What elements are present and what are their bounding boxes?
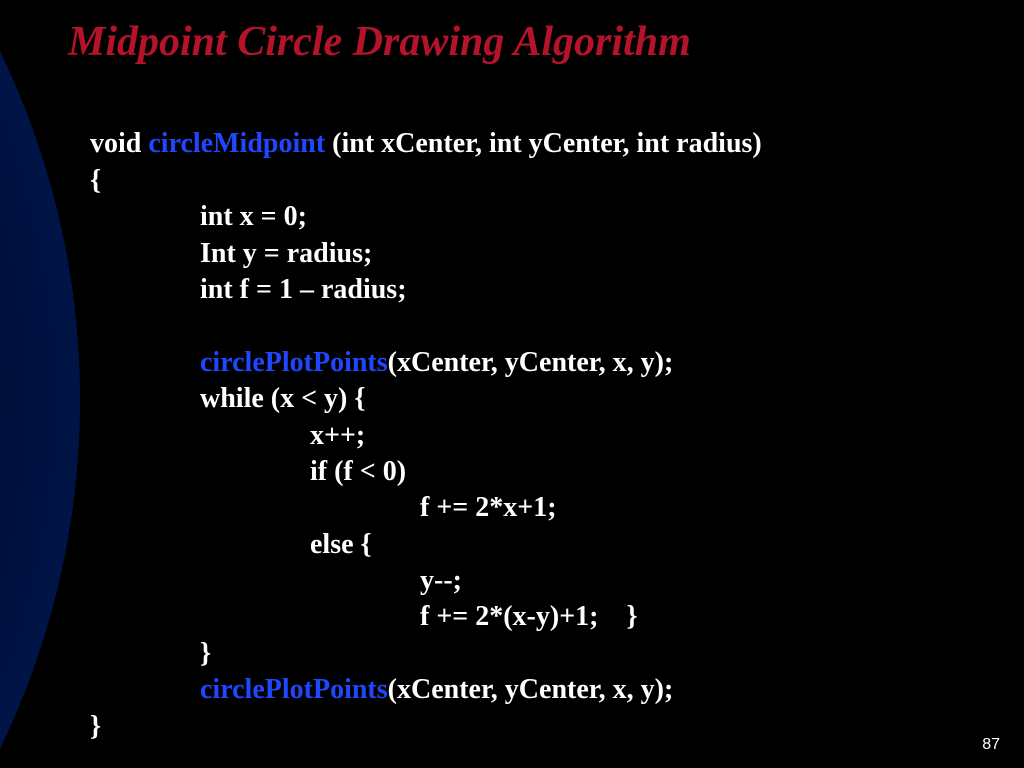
code-line: while (x < y) { — [200, 381, 365, 417]
code-line: y--; — [420, 563, 462, 599]
code-line: { — [90, 165, 101, 196]
code-line: int x = 0; — [200, 199, 307, 235]
code-line: } — [200, 636, 211, 672]
code-line: circlePlotPoints(xCenter, yCenter, x, y)… — [200, 672, 673, 708]
decorative-arc — [0, 0, 80, 768]
code-line: x++; — [310, 418, 365, 454]
call-args: (xCenter, yCenter, x, y); — [388, 347, 674, 378]
code-line: int f = 1 – radius; — [200, 272, 407, 308]
function-name: circleMidpoint — [148, 128, 332, 159]
code-line: void circleMidpoint (int xCenter, int yC… — [90, 128, 762, 159]
code-line: circlePlotPoints(xCenter, yCenter, x, y)… — [200, 345, 673, 381]
code-line: else { — [310, 527, 372, 563]
call-args: (xCenter, yCenter, x, y); — [388, 674, 674, 705]
code-line: if (f < 0) — [310, 454, 406, 490]
code-line: f += 2*x+1; — [420, 490, 557, 526]
slide-title: Midpoint Circle Drawing Algorithm — [68, 18, 691, 66]
code-line: Int y = radius; — [200, 236, 372, 272]
function-call: circlePlotPoints — [200, 674, 388, 705]
code-line: } — [90, 711, 101, 742]
slide: Midpoint Circle Drawing Algorithm void c… — [0, 0, 1024, 768]
code-block: void circleMidpoint (int xCenter, int yC… — [90, 90, 762, 745]
params: (int xCenter, int yCenter, int radius) — [332, 128, 762, 159]
keyword-void: void — [90, 128, 148, 159]
page-number: 87 — [982, 736, 1000, 754]
function-call: circlePlotPoints — [200, 347, 388, 378]
code-line: f += 2*(x-y)+1; } — [420, 599, 638, 635]
